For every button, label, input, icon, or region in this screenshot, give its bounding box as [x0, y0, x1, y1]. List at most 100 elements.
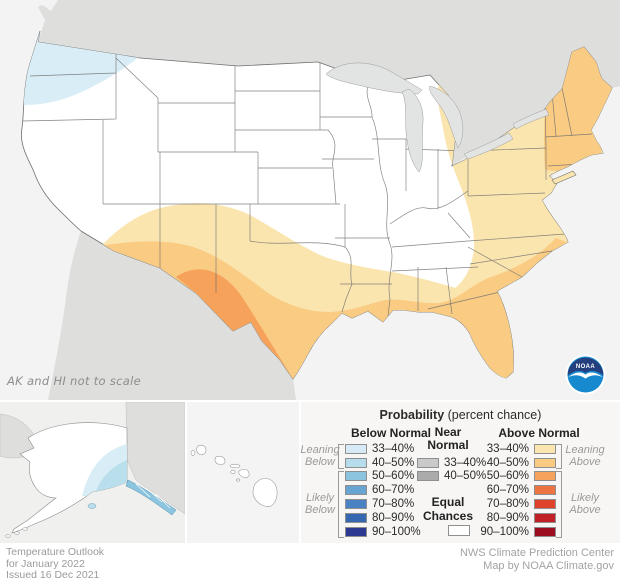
leaning-below-label: Leaning Below [300, 444, 340, 468]
legend-swatch [345, 499, 367, 510]
conus-map [21, 0, 620, 400]
leaning-above-bracket [556, 444, 562, 469]
legend-row: 90–100% [477, 525, 556, 539]
legend-swatch [345, 526, 367, 537]
below-normal-header: Below Normal [350, 426, 431, 440]
near-normal-header: Near Normal [427, 425, 469, 452]
equal-chances-label: Equal Chances [422, 495, 474, 523]
legend-range-label: 50–60% [486, 470, 529, 483]
island-oahu [214, 455, 226, 466]
legend-row: 70–80% [477, 497, 556, 511]
legend-swatch [345, 471, 367, 482]
kodiak-island [87, 503, 97, 509]
legend-title-suffix: (percent chance) [447, 408, 542, 422]
likely-below-bracket [338, 471, 344, 538]
island-kauai [196, 444, 207, 456]
legend-range-label: 33–40% [444, 456, 487, 469]
legend-title: Probability (percent chance) [301, 408, 620, 422]
legend-swatch [534, 512, 556, 523]
legend-swatch [534, 485, 556, 496]
legend-swatch [345, 485, 367, 496]
legend-range-label: 90–100% [372, 525, 421, 538]
great-lakes [325, 62, 550, 173]
legend-swatch [345, 443, 367, 454]
likely-above-bracket [556, 471, 562, 538]
legend-row: 40–50% [417, 470, 486, 484]
above-normal-scale: 33–40% 40–50% 50–60% 60–70% 70–80% 80–90% 90–1… [477, 442, 556, 539]
noaa-logo: NOAA [565, 354, 606, 395]
legend-row: 40–50% [477, 456, 556, 470]
legend-range-label: 70–80% [372, 498, 415, 511]
aleutian-islands [5, 527, 28, 538]
legend-row: 70–80% [345, 497, 421, 511]
legend-range-label: 40–50% [444, 470, 487, 483]
near-normal-scale: 33–40% 40–50% [417, 456, 486, 484]
above-normal-header: Above Normal [498, 426, 580, 440]
footer-title: Temperature Outlook for January 2022 Iss… [6, 546, 105, 581]
lake-michigan [401, 88, 424, 173]
legend-swatch [534, 457, 556, 468]
island-kahoolawe [235, 478, 241, 482]
state-boundaries [21, 42, 599, 317]
footer-credit: NWS Climate Prediction Center Map by NOA… [459, 547, 614, 572]
region-above-40-50-south [99, 238, 569, 379]
bottom-strip: Probability (percent chance) Below Norma… [0, 400, 620, 543]
leaning-below-bracket [338, 444, 344, 469]
legend-range-label: 70–80% [486, 498, 529, 511]
island-maui [238, 468, 250, 479]
legend-swatch [417, 471, 439, 482]
legend-panel: Probability (percent chance) Below Norma… [300, 402, 620, 543]
legend-range-label: 90–100% [480, 525, 529, 538]
legend-row: 50–60% [477, 470, 556, 484]
legend-swatch [534, 471, 556, 482]
hawaiian-islands [190, 444, 278, 507]
map-note: AK and HI not to scale [7, 374, 141, 388]
hawaii-map [187, 402, 299, 543]
island-lanai [230, 469, 236, 475]
lake-huron [429, 85, 464, 149]
legend-range-label: 60–70% [486, 484, 529, 497]
legend-swatch [534, 526, 556, 537]
alaska-map [0, 402, 185, 543]
likely-below-label: Likely Below [305, 492, 335, 516]
ak-panhandle-channels [135, 483, 171, 509]
equal-chances-swatch [448, 525, 470, 536]
legend-range-label: 40–50% [372, 456, 415, 469]
legend-range-label: 60–70% [372, 484, 415, 497]
noaa-logo-text: NOAA [576, 364, 596, 370]
leaning-above-label: Leaning Above [565, 444, 605, 468]
region-above-50-60-texas [176, 269, 293, 379]
long-island [551, 170, 577, 185]
lake-erie [463, 132, 514, 160]
legend-row: 33–40% [345, 442, 421, 456]
legend-row: 80–90% [477, 511, 556, 525]
legend-row: 40–50% [345, 456, 421, 470]
legend-row: 33–40% [417, 456, 486, 470]
legend-row: 90–100% [345, 525, 421, 539]
footer: Temperature Outlook for January 2022 Iss… [0, 543, 620, 583]
vancouver-island [38, 5, 64, 35]
legend-row: 80–90% [345, 511, 421, 525]
below-normal-scale: 33–40% 40–50% 50–60% 60–70% 70–80% 80–90% 90–1… [345, 442, 421, 539]
lake-ontario [512, 108, 550, 130]
legend-title-word: Probability [379, 408, 445, 422]
legend-swatch [417, 457, 439, 468]
canada-landmass [38, 0, 620, 166]
noaa-logo-night [567, 357, 604, 376]
island-niihau [190, 450, 196, 456]
legend-swatch [345, 457, 367, 468]
island-molokai [229, 463, 241, 469]
ak-panhandle-below-50-60 [125, 479, 177, 516]
alaska-inset [0, 402, 185, 543]
mexico-landmass [48, 231, 296, 400]
alaska-mainland [11, 422, 128, 534]
legend-swatch [345, 512, 367, 523]
legend-row: 60–70% [477, 483, 556, 497]
legend-row: 60–70% [345, 483, 421, 497]
noaa-logo-gull-icon [568, 372, 603, 379]
legend-swatch [534, 499, 556, 510]
legend-range-label: 33–40% [486, 442, 529, 455]
legend-swatch [534, 443, 556, 454]
legend-range-label: 50–60% [372, 470, 415, 483]
